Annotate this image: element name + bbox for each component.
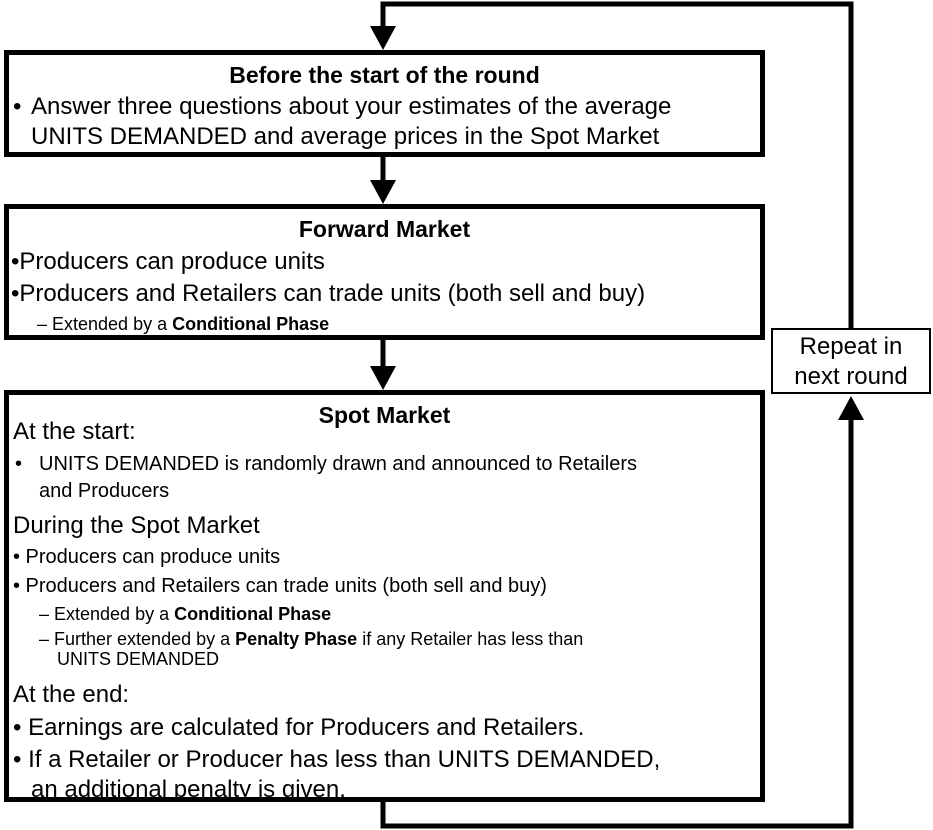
- arrow-into-spot: [370, 366, 396, 390]
- spot-end-heading: At the end:: [13, 681, 130, 708]
- forward-market-box: Forward Market •Producers can produce un…: [4, 204, 765, 340]
- before-line-1: Answer three questions about your estima…: [31, 93, 672, 120]
- loop-line-top: [380, 1, 854, 328]
- spot-start-bullet: •: [15, 453, 23, 475]
- spot-during-trade: • Producers and Retailers can trade unit…: [13, 575, 547, 597]
- before-round-box: Before the start of the round • Answer t…: [4, 50, 765, 157]
- spot-market-box: Spot Market At the start: • UNITS DEMAND…: [4, 390, 765, 803]
- spot-end-penalty-line-2: an additional penalty is given.: [31, 776, 346, 803]
- before-bullet: •: [13, 93, 22, 120]
- spot-end-penalty-line-1: • If a Retailer or Producer has less tha…: [13, 746, 661, 773]
- spot-during-heading: During the Spot Market: [13, 512, 260, 539]
- repeat-next-round-box: Repeat in next round: [771, 328, 931, 394]
- repeat-line-2: next round: [794, 363, 908, 390]
- spot-sub-penalty: – Further extended by a Penalty Phase if…: [39, 628, 583, 650]
- before-round-title: Before the start of the round: [229, 62, 540, 88]
- arrow-into-forward: [370, 180, 396, 204]
- spot-start-line-2: and Producers: [39, 480, 170, 502]
- spot-sub-conditional: – Extended by a Conditional Phase: [39, 603, 331, 625]
- arrow-into-before: [370, 26, 396, 50]
- spot-sub-penalty-line-2: UNITS DEMANDED: [57, 649, 220, 669]
- spot-start-heading: At the start:: [13, 418, 136, 445]
- repeat-line-1: Repeat in: [799, 333, 903, 360]
- spot-during-produce: • Producers can produce units: [13, 546, 281, 568]
- spot-sub2-bold: Penalty Phase: [235, 629, 358, 649]
- spot-sub2-prefix: – Further extended by a: [39, 629, 236, 649]
- spot-market-title: Spot Market: [318, 402, 451, 428]
- forward-sub-conditional: – Extended by a Conditional Phase: [37, 313, 329, 335]
- spot-sub2-suffix: if any Retailer has less than: [357, 629, 584, 649]
- loop-line-bottom: [380, 418, 854, 829]
- spot-end-earnings: • Earnings are calculated for Producers …: [13, 714, 585, 741]
- before-line-2: UNITS DEMANDED and average prices in the…: [31, 123, 660, 150]
- forward-item-trade: •Producers and Retailers can trade units…: [11, 280, 646, 307]
- arrow-into-repeat: [838, 396, 864, 420]
- spot-sub1-bold: Conditional Phase: [174, 604, 332, 624]
- spot-start-line-1: UNITS DEMANDED is randomly drawn and ann…: [39, 453, 638, 475]
- forward-item-produce: •Producers can produce units: [11, 248, 325, 275]
- forward-market-title: Forward Market: [298, 216, 471, 242]
- forward-sub-prefix: – Extended by a: [37, 314, 173, 334]
- spot-sub1-prefix: – Extended by a: [39, 604, 175, 624]
- forward-sub-bold: Conditional Phase: [172, 314, 330, 334]
